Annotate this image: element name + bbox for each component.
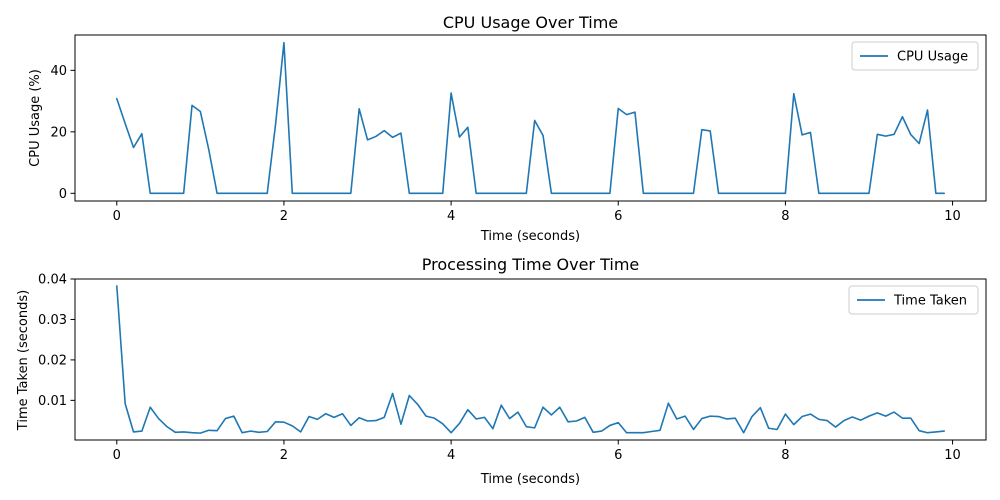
- cpu-y-tick-label: 40: [50, 64, 67, 79]
- time-x-tick-label: 6: [614, 448, 622, 463]
- cpu-legend: CPU Usage: [851, 41, 979, 71]
- cpu-x-tick-label: 4: [447, 209, 455, 224]
- cpu-chart: CPU Usage Over Time 0 2 4 6 8 10 0 20 40 Time (…: [28, 13, 987, 244]
- cpu-x-tick-label: 8: [781, 209, 789, 224]
- time-legend: Time Taken: [848, 285, 979, 315]
- cpu-x-tick-label: 0: [113, 209, 121, 224]
- cpu-y-tick-label: 20: [50, 125, 67, 140]
- time-legend-box: [848, 285, 979, 315]
- time-legend-label: Time Taken: [893, 294, 967, 309]
- time-y-axis: 0.01 0.02 0.03 0.04: [38, 273, 75, 409]
- time-plot-area: [115, 285, 946, 434]
- time-x-axis: 0 2 4 6 8 10: [113, 440, 961, 463]
- cpu-x-tick-label: 6: [614, 209, 622, 224]
- time-x-tick-label: 10: [944, 448, 961, 463]
- time-series-line: [115, 285, 946, 434]
- cpu-chart-title: CPU Usage Over Time: [443, 13, 618, 32]
- time-y-tick-label: 0.02: [38, 353, 67, 368]
- time-x-tick-label: 4: [447, 448, 455, 463]
- time-y-tick-label: 0.04: [38, 273, 67, 288]
- time-y-axis-label: Time Taken (seconds): [16, 290, 31, 431]
- time-x-axis-label: Time (seconds): [480, 472, 580, 487]
- time-x-tick-label: 8: [781, 448, 789, 463]
- cpu-legend-box: [851, 41, 979, 71]
- cpu-axes-frame: [74, 34, 987, 202]
- time-y-tick-label: 0.03: [38, 313, 67, 328]
- cpu-plot-area: [115, 41, 946, 195]
- cpu-y-axis-label: CPU Usage (%): [28, 69, 43, 167]
- cpu-series-line: [115, 41, 946, 195]
- cpu-y-tick-label: 0: [59, 187, 67, 202]
- time-chart-title: Processing Time Over Time: [422, 255, 640, 274]
- cpu-legend-label: CPU Usage: [897, 50, 968, 65]
- time-chart: Processing Time Over Time 0 2 4 6 8 10 0.010.…: [16, 255, 987, 487]
- cpu-y-axis: 0 20 40: [50, 64, 75, 202]
- cpu-x-axis-label: Time (seconds): [480, 229, 580, 244]
- time-x-tick-label: 2: [280, 448, 288, 463]
- cpu-x-axis: 0 2 4 6 8 10: [113, 201, 961, 224]
- time-x-tick-label: 0: [113, 448, 121, 463]
- cpu-x-tick-label: 2: [280, 209, 288, 224]
- time-y-tick-label: 0.01: [38, 394, 67, 409]
- cpu-x-tick-label: 10: [944, 209, 961, 224]
